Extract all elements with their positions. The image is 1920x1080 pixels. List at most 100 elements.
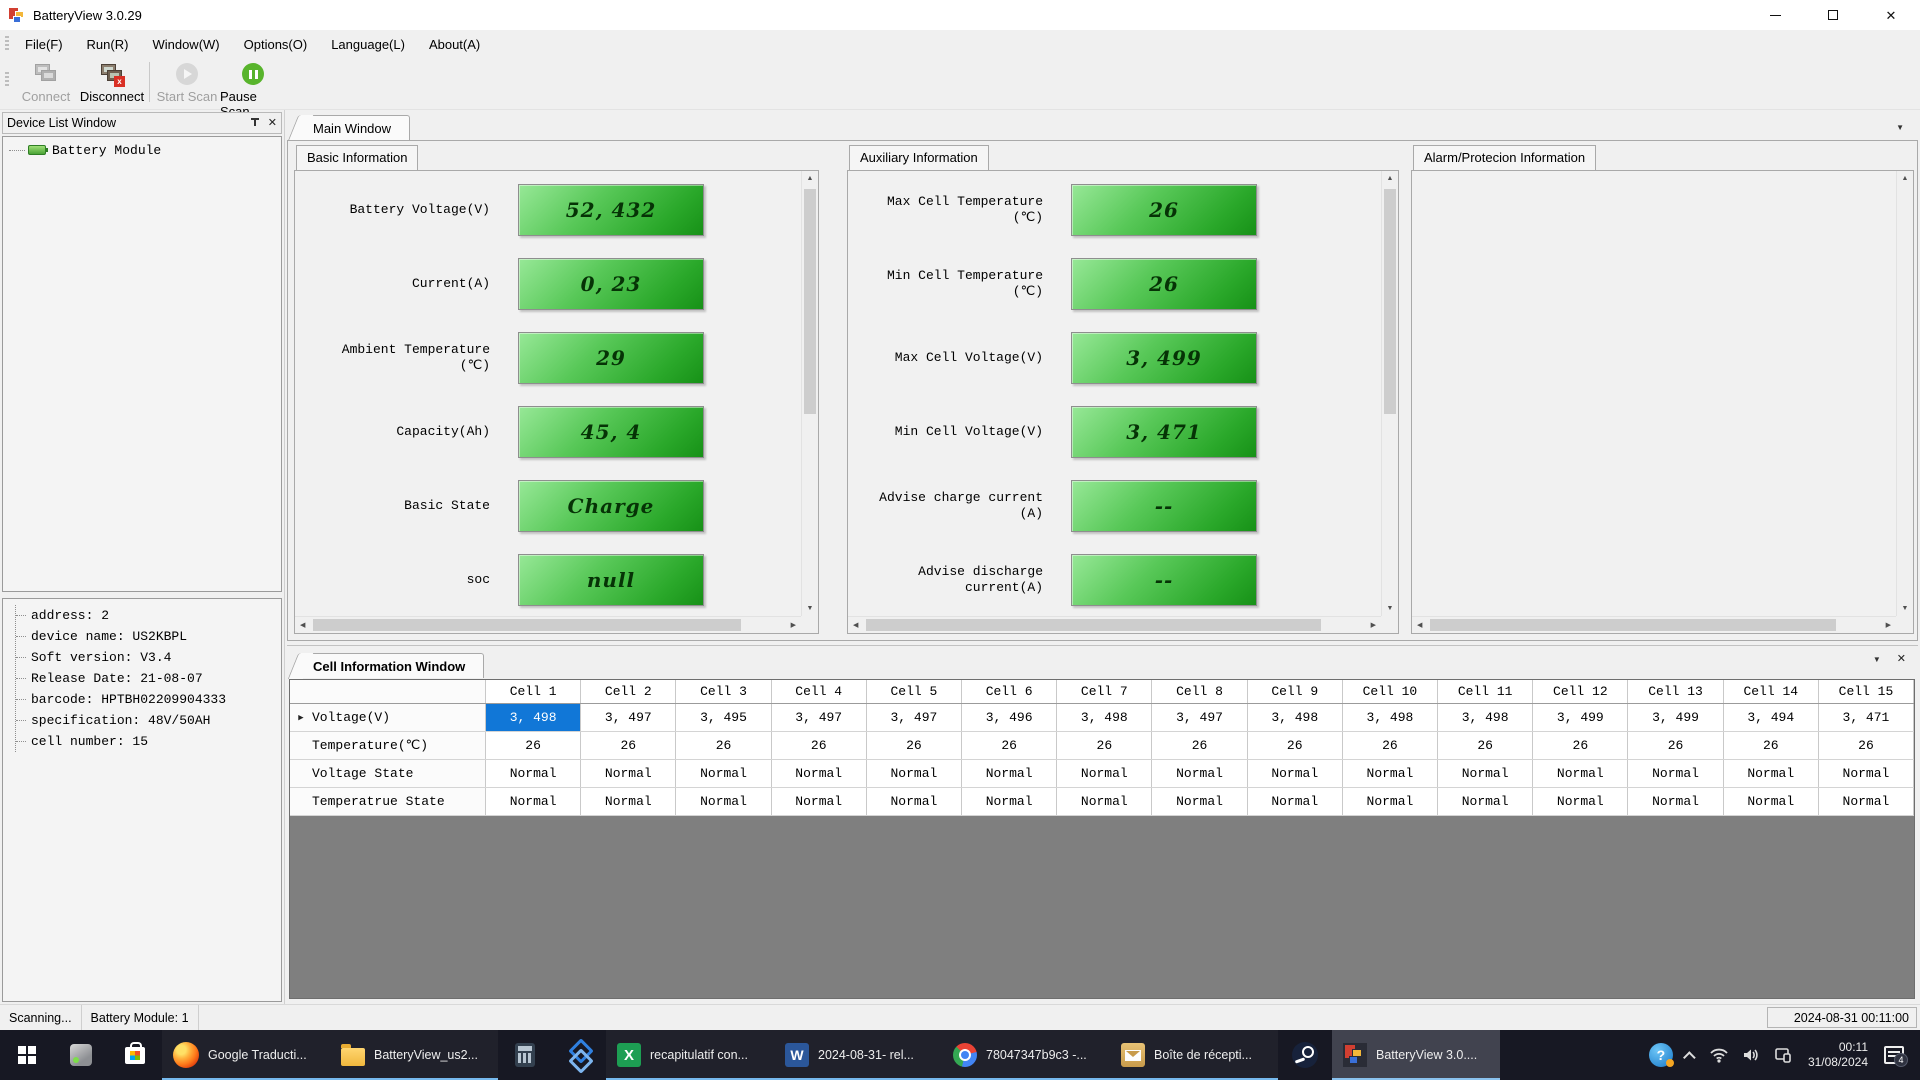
chevron-down-icon[interactable]: ▼ <box>1872 655 1881 664</box>
tab-basic-information[interactable]: Basic Information <box>296 145 419 170</box>
menu-item[interactable]: Language(L) <box>331 36 405 52</box>
scrollbar-thumb[interactable] <box>313 619 741 631</box>
horizontal-scrollbar[interactable]: ◀ ▶ <box>295 616 801 633</box>
tab-alarm-protection[interactable]: Alarm/Protecion Information <box>1413 145 1597 170</box>
taskbar-app-steam[interactable] <box>1278 1030 1332 1080</box>
tab-auxiliary-information[interactable]: Auxiliary Information <box>849 145 989 170</box>
column-header[interactable]: Cell 8 <box>1152 680 1248 703</box>
scroll-right-icon[interactable]: ▶ <box>790 622 796 629</box>
network-tray-button[interactable] <box>1703 1030 1735 1080</box>
scrollbar-thumb[interactable] <box>866 619 1321 631</box>
taskbar-app-chrome[interactable]: 78047347b9c3 -... <box>942 1030 1110 1080</box>
start-scan-button[interactable]: Start Scan <box>154 58 220 104</box>
taskbar-app-diamond[interactable] <box>552 1030 606 1080</box>
table-cell[interactable]: 26 <box>1248 732 1343 759</box>
column-header[interactable]: Cell 6 <box>962 680 1058 703</box>
column-header[interactable]: Cell 1 <box>486 680 582 703</box>
column-header[interactable]: Cell 14 <box>1724 680 1819 703</box>
scroll-up-icon[interactable]: ▲ <box>1386 175 1394 182</box>
connect-button[interactable]: Connect <box>13 58 79 104</box>
table-cell[interactable]: 3, 471 <box>1819 704 1915 731</box>
table-cell[interactable]: Normal <box>1819 788 1915 815</box>
taskbar-app-mail[interactable]: Boîte de récepti... <box>1110 1030 1278 1080</box>
table-cell[interactable]: 3, 499 <box>1533 704 1629 731</box>
minimize-button[interactable] <box>1746 0 1804 30</box>
row-header[interactable]: Temperature(℃) <box>290 732 486 759</box>
column-header[interactable]: Cell 5 <box>867 680 963 703</box>
menu-item[interactable]: Run(R) <box>86 36 129 52</box>
menu-item[interactable]: File(F) <box>25 36 63 52</box>
table-cell[interactable]: Normal <box>1533 760 1629 787</box>
table-cell[interactable]: Normal <box>867 788 963 815</box>
scrollbar-thumb[interactable] <box>1384 189 1396 414</box>
table-cell[interactable]: 3, 498 <box>1438 704 1534 731</box>
table-cell[interactable]: Normal <box>867 760 963 787</box>
table-cell[interactable]: Normal <box>1724 760 1819 787</box>
table-cell[interactable]: Normal <box>1819 760 1915 787</box>
table-cell[interactable]: Normal <box>772 760 867 787</box>
column-header[interactable]: Cell 7 <box>1057 680 1153 703</box>
table-cell[interactable]: Normal <box>1248 760 1343 787</box>
table-cell[interactable]: Normal <box>676 760 772 787</box>
cast-tray-button[interactable] <box>1767 1030 1799 1080</box>
taskbar-clock[interactable]: 00:11 31/08/2024 <box>1799 1040 1877 1070</box>
table-cell[interactable]: 26 <box>1438 732 1534 759</box>
column-header[interactable]: Cell 13 <box>1628 680 1724 703</box>
table-cell[interactable]: Normal <box>772 788 867 815</box>
volume-tray-button[interactable] <box>1735 1030 1767 1080</box>
horizontal-scrollbar[interactable]: ◀ ▶ <box>848 616 1381 633</box>
taskbar-app-word[interactable]: W 2024-08-31- rel... <box>774 1030 942 1080</box>
table-cell[interactable]: 3, 496 <box>962 704 1058 731</box>
pin-icon[interactable] <box>248 116 262 130</box>
horizontal-scrollbar[interactable]: ◀ ▶ <box>1412 616 1896 633</box>
column-header[interactable]: Cell 11 <box>1438 680 1534 703</box>
scroll-left-icon[interactable]: ◀ <box>300 622 306 629</box>
table-cell[interactable]: 3, 497 <box>581 704 677 731</box>
table-cell[interactable]: 26 <box>676 732 772 759</box>
scroll-down-icon[interactable]: ▼ <box>1386 605 1394 612</box>
table-cell[interactable]: 3, 498 <box>486 704 582 731</box>
close-button[interactable]: ✕ <box>1862 0 1920 30</box>
table-cell[interactable]: 26 <box>1819 732 1915 759</box>
table-cell[interactable]: 26 <box>772 732 867 759</box>
notification-center-button[interactable]: 4 <box>1877 1030 1916 1080</box>
table-cell[interactable]: 3, 497 <box>772 704 867 731</box>
chevron-down-icon[interactable]: ▼ <box>1896 123 1904 132</box>
table-cell[interactable]: 26 <box>581 732 677 759</box>
scroll-left-icon[interactable]: ◀ <box>1417 622 1423 629</box>
table-cell[interactable]: 26 <box>1628 732 1724 759</box>
vertical-scrollbar[interactable]: ▲ ▼ <box>1896 171 1913 616</box>
taskbar-app-firefox[interactable]: Google Traducti... <box>162 1030 330 1080</box>
scroll-up-icon[interactable]: ▲ <box>806 175 814 182</box>
table-cell[interactable]: Normal <box>1343 788 1439 815</box>
table-cell[interactable]: Normal <box>581 760 677 787</box>
table-cell[interactable]: 3, 498 <box>1057 704 1153 731</box>
scrollbar-thumb[interactable] <box>1430 619 1836 631</box>
table-cell[interactable]: 3, 495 <box>676 704 772 731</box>
table-cell[interactable]: Normal <box>1057 788 1153 815</box>
table-cell[interactable]: 3, 498 <box>1248 704 1343 731</box>
table-cell[interactable]: 26 <box>1152 732 1248 759</box>
table-cell[interactable]: 26 <box>1533 732 1629 759</box>
table-cell[interactable]: Normal <box>581 788 677 815</box>
taskbar-app-claw[interactable] <box>54 1030 108 1080</box>
close-panel-icon[interactable]: ✕ <box>267 116 277 129</box>
table-cell[interactable]: Normal <box>1152 760 1248 787</box>
table-cell[interactable]: Normal <box>486 760 582 787</box>
table-cell[interactable]: Normal <box>1057 760 1153 787</box>
menu-item[interactable]: Options(O) <box>243 36 308 52</box>
close-window-icon[interactable]: ✕ <box>1896 653 1906 665</box>
menu-item[interactable]: About(A) <box>428 36 481 52</box>
tab-main-window[interactable]: Main Window <box>301 115 411 140</box>
table-cell[interactable]: 26 <box>962 732 1058 759</box>
table-cell[interactable]: Normal <box>1248 788 1343 815</box>
menu-item[interactable]: Window(W) <box>152 36 220 52</box>
table-cell[interactable]: Normal <box>962 788 1058 815</box>
taskbar-app-excel[interactable]: X recapitulatif con... <box>606 1030 774 1080</box>
scroll-down-icon[interactable]: ▼ <box>1901 605 1909 612</box>
start-button[interactable] <box>0 1030 54 1080</box>
maximize-button[interactable] <box>1804 0 1862 30</box>
row-header[interactable]: Temperatrue State <box>290 788 486 815</box>
table-cell[interactable]: Normal <box>1533 788 1629 815</box>
scrollbar-thumb[interactable] <box>804 189 816 414</box>
